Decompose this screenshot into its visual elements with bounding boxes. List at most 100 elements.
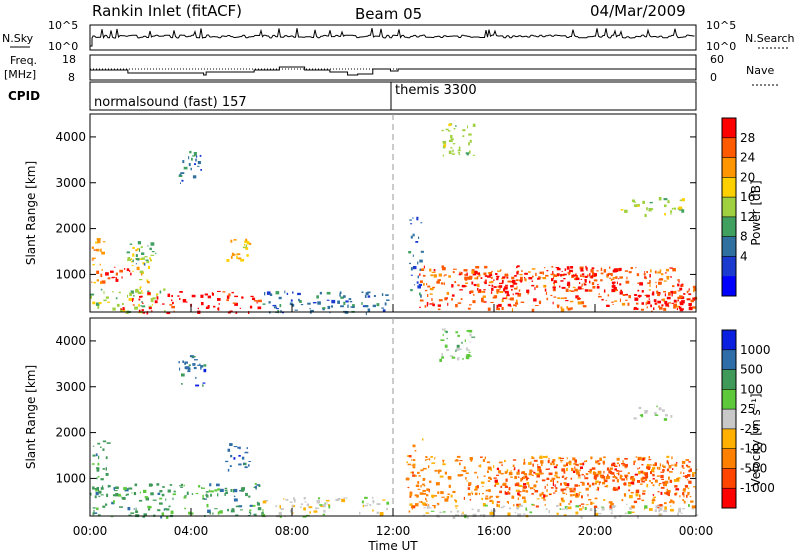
velocity-cell-6 — [581, 503, 585, 505]
power-cell-8 — [365, 292, 369, 296]
velocity-cell-6 — [461, 470, 465, 472]
power-cell-3 — [150, 298, 154, 300]
velocity-cell-6 — [556, 480, 559, 483]
power-cell-4 — [138, 309, 141, 312]
velocity-cell-2 — [248, 464, 250, 467]
velocity-cell-0 — [91, 463, 95, 465]
power-cell-13 — [671, 293, 673, 297]
power-cell-3 — [141, 301, 143, 303]
power-cell-10 — [498, 303, 502, 307]
velocity-cell-8 — [479, 514, 483, 517]
velocity-cell-6 — [454, 505, 459, 507]
velocity-cell-6 — [422, 483, 425, 486]
power-cell-14 — [690, 299, 694, 303]
velocity-cell-1 — [159, 490, 163, 493]
velocity-cell-7 — [650, 471, 653, 475]
velocity-cell-1 — [142, 515, 146, 518]
power-cell-11 — [520, 279, 522, 282]
velocity-colorbar-swatch-1 — [722, 349, 736, 371]
velocity-cell-6 — [426, 494, 429, 497]
velocity-cell-4 — [306, 503, 309, 507]
velocity-cell-7 — [581, 473, 584, 476]
velocity-cell-8 — [598, 512, 602, 515]
velocity-colorbar-swatch-8 — [722, 488, 736, 509]
velocity-cell-9 — [442, 333, 444, 337]
power-cell-3 — [159, 290, 162, 294]
velocity-cell-5 — [410, 471, 412, 474]
velocity-ytick-label-3: 4000 — [55, 334, 86, 348]
velocity-cell-6 — [436, 502, 440, 506]
power-cell-5 — [147, 245, 149, 247]
power-heatmap — [90, 123, 698, 316]
power-colorbar-label-4: 12 — [740, 210, 755, 224]
velocity-cell-6 — [590, 456, 593, 460]
power-cell-12 — [575, 273, 577, 277]
velocity-cell-1 — [168, 505, 171, 508]
xtick-label-2: 08:00 — [275, 524, 310, 538]
velocity-cell-1 — [224, 489, 228, 491]
velocity-cell-7 — [640, 470, 644, 474]
power-cell-14 — [686, 290, 689, 294]
power-cell-4 — [141, 309, 144, 312]
velocity-cell-6 — [495, 482, 500, 485]
power-cell-12 — [618, 278, 620, 280]
velocity-cell-3 — [200, 365, 204, 368]
power-cell-9 — [416, 216, 419, 221]
power-cell-16 — [679, 199, 682, 202]
velocity-cell-0 — [102, 448, 105, 451]
power-cell-10 — [622, 294, 626, 296]
power-cell-12 — [559, 285, 561, 288]
velocity-cell-8 — [525, 507, 527, 511]
power-colorbar-swatch-7 — [722, 256, 736, 277]
velocity-cell-7 — [581, 482, 585, 486]
power-cell-10 — [451, 298, 454, 301]
velocity-cell-6 — [554, 475, 558, 477]
velocity-cell-1 — [98, 490, 102, 494]
velocity-cell-7 — [532, 463, 534, 467]
nsearch-tick-bottom: 10^0 — [706, 40, 736, 53]
power-cell-10 — [625, 293, 628, 296]
power-cell-10 — [543, 284, 547, 288]
power-cell-8 — [384, 302, 387, 306]
velocity-cell-6 — [517, 505, 520, 508]
velocity-cell-8 — [426, 505, 430, 509]
power-cell-10 — [568, 285, 570, 288]
xtick-label-6: 00:00 — [679, 524, 714, 538]
power-cell-10 — [577, 298, 581, 300]
velocity-cell-6 — [560, 497, 564, 501]
velocity-cell-4 — [326, 502, 328, 505]
velocity-cell-1 — [110, 515, 114, 518]
velocity-cell-4 — [361, 500, 364, 504]
power-cell-8 — [266, 291, 271, 295]
velocity-cell-6 — [428, 458, 431, 461]
velocity-cell-8 — [531, 503, 534, 506]
velocity-cell-10 — [655, 414, 659, 416]
power-cell-0 — [96, 238, 101, 241]
power-cell-0 — [96, 248, 100, 252]
power-cell-6 — [245, 244, 248, 248]
velocity-cell-7 — [621, 463, 625, 465]
power-cell-10 — [689, 305, 692, 307]
velocity-colorbar-label-2: 100 — [740, 382, 763, 396]
velocity-cell-7 — [560, 488, 564, 492]
power-cell-8 — [331, 299, 336, 304]
velocity-cell-1 — [167, 489, 171, 493]
velocity-cell-6 — [669, 501, 672, 504]
power-cell-3 — [151, 304, 153, 306]
power-cell-11 — [460, 272, 463, 275]
power-cell-0 — [93, 281, 96, 284]
velocity-cell-6 — [440, 491, 444, 495]
power-cell-12 — [611, 288, 616, 293]
velocity-cell-7 — [674, 493, 677, 496]
velocity-cell-6 — [571, 467, 574, 472]
power-cell-8 — [278, 296, 282, 300]
velocity-cell-7 — [560, 482, 562, 486]
velocity-cell-8 — [443, 511, 446, 513]
power-cell-11 — [483, 289, 486, 291]
power-cell-11 — [501, 279, 504, 284]
velocity-colorbar-swatch-4 — [722, 409, 736, 430]
velocity-cell-7 — [574, 459, 577, 463]
velocity-cell-6 — [489, 495, 493, 498]
power-colorbar-frame — [721, 117, 737, 297]
power-cell-10 — [553, 283, 555, 287]
